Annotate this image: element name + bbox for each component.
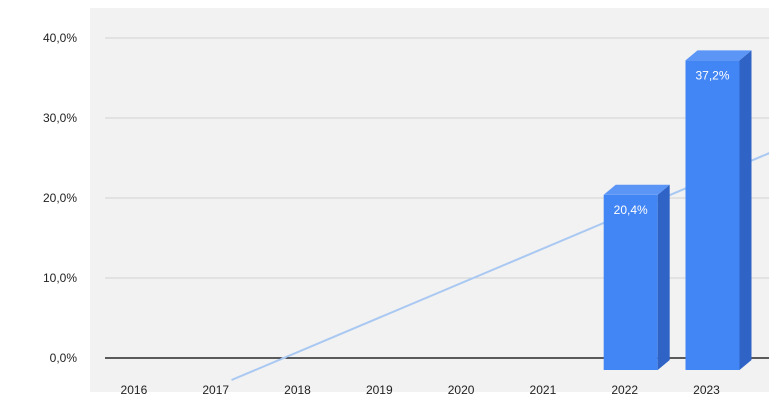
x-tick-label: 2020 xyxy=(448,383,475,397)
x-tick-label: 2021 xyxy=(530,383,557,397)
x-tick-label: 2017 xyxy=(202,383,229,397)
bar-front-face xyxy=(685,60,740,371)
bar xyxy=(603,184,670,370)
y-tick-label: 0,0% xyxy=(50,351,78,365)
data-label: 20,4% xyxy=(614,203,648,217)
bar-side-face xyxy=(739,50,752,371)
y-tick-label: 30,0% xyxy=(43,111,77,125)
x-tick-label: 2023 xyxy=(693,383,720,397)
bar xyxy=(685,50,752,371)
x-tick-label: 2018 xyxy=(284,383,311,397)
data-label: 37,2% xyxy=(695,68,729,82)
y-axis-tick-labels: 0,0% 10,0% 20,0% 30,0% 40,0% xyxy=(43,31,77,365)
bar-front-face xyxy=(603,194,658,370)
y-tick-label: 10,0% xyxy=(43,271,77,285)
bar-top-face xyxy=(603,184,670,195)
y-tick-label: 40,0% xyxy=(43,31,77,45)
y-tick-label: 20,0% xyxy=(43,191,77,205)
bars xyxy=(603,50,752,371)
x-axis-tick-labels: 2016 2017 2018 2019 2020 2021 2022 2023 xyxy=(121,383,721,397)
bar-top-face xyxy=(685,50,752,61)
x-tick-label: 2016 xyxy=(121,383,148,397)
x-tick-label: 2022 xyxy=(611,383,638,397)
bar-side-face xyxy=(657,184,670,370)
data-labels: 20,4% 37,2% xyxy=(614,68,730,216)
x-tick-label: 2019 xyxy=(366,383,393,397)
